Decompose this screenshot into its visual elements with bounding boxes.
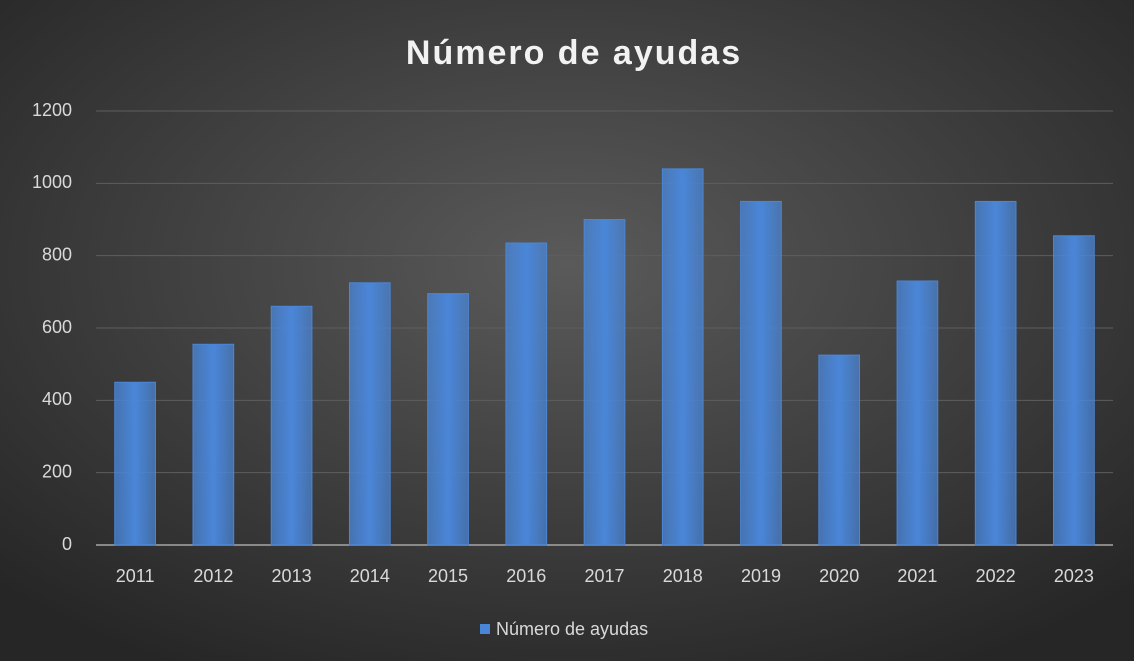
legend: Número de ayudas: [480, 619, 648, 639]
x-tick-label: 2011: [116, 566, 155, 586]
bar: [896, 280, 939, 546]
bar: [348, 282, 391, 546]
bar: [818, 354, 861, 546]
bar: [192, 343, 235, 546]
x-tick-label: 2022: [976, 566, 1016, 586]
x-tick-label: 2023: [1054, 566, 1094, 586]
x-tick-label: 2018: [663, 566, 703, 586]
y-tick-label: 200: [42, 461, 72, 481]
bar: [427, 293, 469, 546]
bar: [505, 242, 548, 546]
x-tick-label: 2014: [350, 566, 390, 586]
legend-swatch: [480, 624, 490, 634]
y-tick-label: 0: [62, 534, 72, 554]
bar: [974, 200, 1017, 546]
bar: [740, 200, 782, 546]
y-tick-label: 400: [42, 389, 72, 409]
x-tick-label: 2015: [428, 566, 468, 586]
x-tick-label: 2016: [506, 566, 546, 586]
y-tick-label: 1200: [32, 100, 72, 120]
bar: [114, 381, 156, 546]
bar: [1053, 235, 1095, 546]
bar: [661, 168, 704, 546]
x-tick-label: 2021: [897, 566, 937, 586]
y-tick-label: 800: [42, 244, 72, 264]
y-tick-label: 1000: [32, 172, 72, 192]
bar: [270, 305, 313, 546]
chart-title: Número de ayudas: [406, 34, 742, 72]
bar: [583, 219, 626, 546]
x-tick-label: 2017: [584, 566, 624, 586]
x-tick-label: 2020: [819, 566, 859, 586]
x-tick-label: 2013: [272, 566, 312, 586]
legend-label: Número de ayudas: [496, 619, 648, 639]
y-tick-label: 600: [42, 317, 72, 337]
x-tick-label: 2012: [193, 566, 233, 586]
x-tick-label: 2019: [741, 566, 781, 586]
